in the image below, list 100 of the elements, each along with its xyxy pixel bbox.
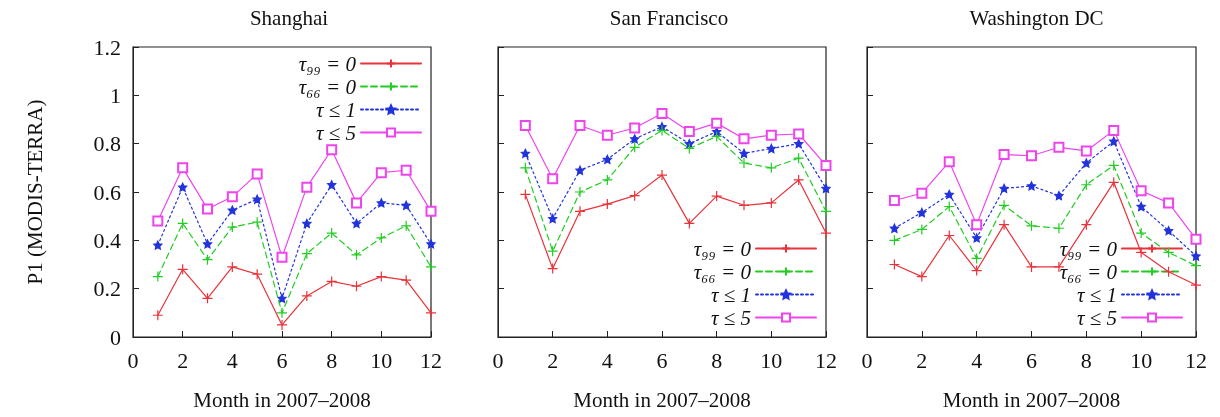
point: [327, 180, 337, 190]
legend-label: τ ≤ 5: [710, 305, 751, 330]
point: [999, 183, 1009, 193]
point: [1054, 191, 1064, 201]
x-axis-title: Month in 2007–2008: [942, 387, 1121, 412]
point: [766, 143, 776, 154]
point: [201, 292, 214, 304]
point: [178, 182, 188, 192]
point: [226, 261, 238, 273]
point: [226, 221, 238, 233]
point: [574, 186, 586, 198]
point: [765, 129, 777, 141]
point: [519, 162, 531, 174]
x-tick-label: 12: [815, 347, 837, 373]
x-tick-label: 10: [760, 347, 783, 373]
point: [1162, 266, 1175, 278]
x-tick-label: 2: [177, 347, 189, 373]
x-axis-title: Month in 2007–2008: [193, 387, 371, 412]
point: [177, 162, 189, 174]
point: [793, 174, 805, 186]
point: [888, 258, 901, 271]
point: [251, 268, 263, 280]
point: [793, 152, 805, 164]
point: [1108, 176, 1120, 188]
point: [629, 141, 641, 153]
point: [1108, 124, 1120, 136]
point: [943, 229, 955, 242]
point: [738, 133, 750, 145]
point: [820, 205, 832, 217]
x-tick-label: 6: [1026, 347, 1037, 373]
point: [326, 227, 338, 239]
legend-label: τ₆₆ = 0: [298, 74, 357, 99]
point: [711, 117, 723, 129]
point: [629, 190, 641, 202]
point: [520, 148, 530, 158]
point: [1080, 219, 1092, 231]
legend-label: τ₉₉ = 0: [693, 236, 752, 261]
y-tick-label: 1: [110, 82, 121, 108]
x-tick-label: 4: [971, 347, 983, 373]
point: [971, 264, 983, 277]
point: [1053, 141, 1065, 153]
point: [1109, 136, 1119, 146]
point: [425, 261, 437, 273]
point: [1026, 181, 1037, 191]
point: [1081, 158, 1091, 168]
point: [683, 126, 695, 138]
point: [601, 198, 613, 210]
point: [820, 227, 832, 239]
point: [152, 309, 164, 321]
point: [1190, 233, 1202, 245]
point: [656, 169, 668, 181]
x-tick-label: 6: [276, 347, 288, 373]
point: [794, 139, 804, 149]
point: [202, 239, 213, 249]
point: [601, 129, 613, 141]
point: [426, 239, 436, 249]
point: [1136, 201, 1146, 212]
point: [375, 167, 387, 179]
point: [401, 200, 411, 210]
y-tick-label: 0: [110, 324, 121, 350]
point: [350, 249, 363, 261]
point: [400, 220, 412, 232]
point: [602, 154, 612, 164]
point: [153, 240, 163, 250]
point: [765, 197, 777, 209]
y-tick-label: 1.2: [93, 34, 121, 60]
y-tick-label: 0.2: [93, 276, 121, 302]
point: [574, 205, 586, 217]
x-tick-label: 4: [601, 347, 613, 373]
point: [202, 203, 213, 215]
point: [1163, 197, 1175, 209]
point: [1163, 226, 1174, 236]
point: [765, 162, 777, 174]
point: [793, 128, 805, 140]
x-tick-label: 8: [711, 347, 723, 373]
point: [201, 254, 214, 266]
point: [277, 293, 287, 303]
x-tick-label: 0: [861, 347, 873, 373]
point: [519, 120, 531, 132]
point: [1190, 279, 1202, 291]
point: [547, 245, 559, 257]
point: [601, 174, 613, 186]
point: [656, 107, 668, 119]
point: [375, 270, 387, 283]
x-tick-label: 0: [492, 347, 504, 373]
point: [1135, 246, 1147, 259]
point: [971, 219, 983, 231]
y-tick-label: 0.6: [93, 179, 121, 205]
point: [888, 194, 900, 206]
point: [519, 188, 531, 201]
point: [276, 251, 288, 263]
point: [351, 218, 362, 229]
point: [276, 307, 288, 319]
point: [326, 275, 338, 288]
x-tick-label: 6: [656, 347, 668, 373]
point: [821, 183, 831, 193]
point: [400, 164, 412, 176]
point: [738, 199, 750, 211]
point: [425, 307, 437, 319]
x-tick-label: 10: [370, 347, 393, 373]
